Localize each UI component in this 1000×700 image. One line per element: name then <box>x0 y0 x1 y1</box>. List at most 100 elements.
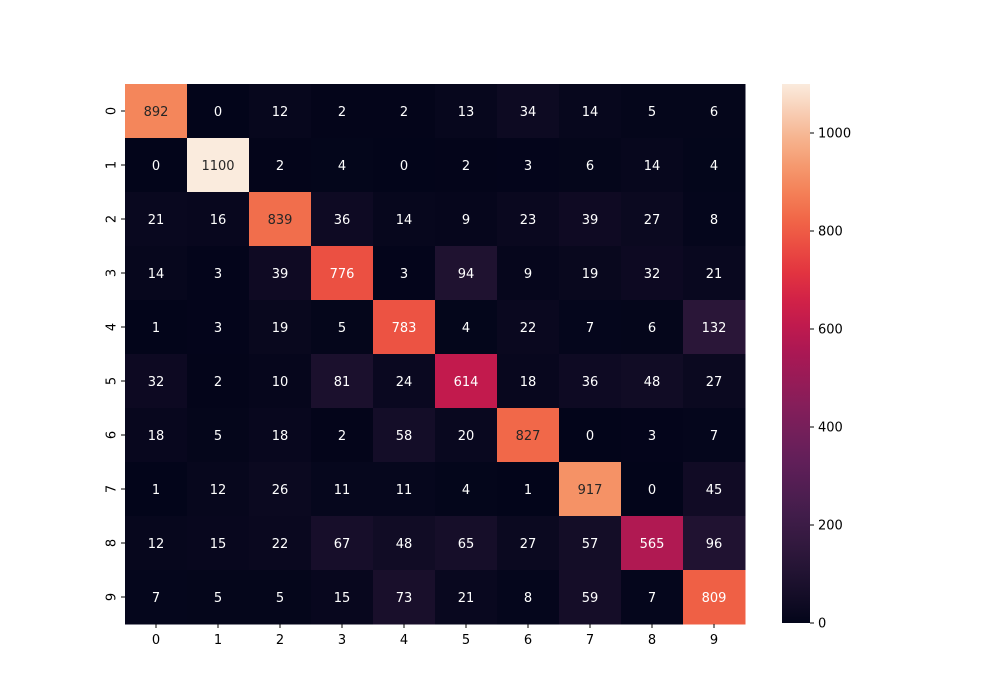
heatmap-cell-r5-c5 <box>435 354 498 409</box>
heatmap-cell-r2-c6 <box>497 192 560 247</box>
heatmap-cell-r5-c2 <box>249 354 312 409</box>
heatmap-cell-r6-c1 <box>187 408 250 463</box>
heatmap-cell-r7-c9 <box>683 462 746 517</box>
cell-value-r3-c3: 776 <box>330 267 355 282</box>
cell-value-r7-c6: 1 <box>524 483 532 498</box>
cell-value-r0-c6: 34 <box>520 105 537 120</box>
cell-value-r3-c9: 21 <box>706 267 723 282</box>
colorbar: 0 200 400 600 800 1000 <box>782 84 851 632</box>
cell-value-r7-c9: 45 <box>706 483 723 498</box>
heatmap-cell-r7-c2 <box>249 462 312 517</box>
cell-value-r1-c9: 4 <box>710 159 718 174</box>
x-tick-label-0: 0 <box>152 633 160 648</box>
x-tick-label-6: 6 <box>524 633 532 648</box>
cell-value-r8-c9: 96 <box>706 537 723 552</box>
cell-value-r7-c1: 12 <box>210 483 227 498</box>
cell-value-r7-c3: 11 <box>334 483 351 498</box>
cell-value-r8-c0: 12 <box>148 537 165 552</box>
cell-value-r8-c8: 565 <box>640 537 665 552</box>
colorbar-tick-label-0: 0 <box>818 617 826 632</box>
heatmap-cell-r6-c8 <box>621 408 684 463</box>
heatmap-cell-r7-c0 <box>125 462 188 517</box>
cell-value-r4-c0: 1 <box>152 321 160 336</box>
heatmap-cell-r9-c2 <box>249 570 312 625</box>
y-tick-label-5: 5 <box>105 377 120 385</box>
cell-value-r6-c2: 18 <box>272 429 289 444</box>
heatmap-cell-r9-c3 <box>311 570 374 625</box>
cell-value-r9-c9: 809 <box>702 591 727 606</box>
heatmap-cell-r8-c7 <box>559 516 622 571</box>
cell-value-r7-c4: 11 <box>396 483 413 498</box>
cell-value-r2-c3: 36 <box>334 213 351 228</box>
heatmap-cell-r8-c1 <box>187 516 250 571</box>
y-tick-label-0: 0 <box>105 107 120 115</box>
heatmap-cell-r9-c9 <box>683 570 746 625</box>
y-axis-ticks: 0 1 2 3 4 5 6 7 8 9 <box>105 107 125 601</box>
cell-value-r7-c7: 917 <box>578 483 603 498</box>
cell-value-r7-c8: 0 <box>648 483 656 498</box>
heatmap-cell-r5-c3 <box>311 354 374 409</box>
cell-value-r2-c0: 21 <box>148 213 165 228</box>
cell-value-r2-c7: 39 <box>582 213 599 228</box>
heatmap-cell-r8-c3 <box>311 516 374 571</box>
heatmap-cell-r0-c1 <box>187 84 250 139</box>
cell-value-r6-c5: 20 <box>458 429 475 444</box>
cell-value-r6-c3: 2 <box>338 429 346 444</box>
heatmap-cell-r1-c1 <box>187 138 250 193</box>
colorbar-tick-label-3: 600 <box>818 323 843 338</box>
cell-value-r3-c5: 94 <box>458 267 475 282</box>
heatmap-cell-r2-c4 <box>373 192 436 247</box>
cell-value-r4-c9: 132 <box>702 321 727 336</box>
heatmap-cell-r1-c2 <box>249 138 312 193</box>
heatmap-cell-r5-c8 <box>621 354 684 409</box>
heatmap-cell-r8-c0 <box>125 516 188 571</box>
cell-value-r5-c7: 36 <box>582 375 599 390</box>
cell-value-r7-c5: 4 <box>462 483 470 498</box>
heatmap-cell-r1-c8 <box>621 138 684 193</box>
cell-value-r5-c1: 2 <box>214 375 222 390</box>
cell-value-r4-c7: 7 <box>586 321 594 336</box>
heatmap-cell-r8-c6 <box>497 516 560 571</box>
cell-value-r6-c6: 827 <box>516 429 541 444</box>
heatmap-cell-r1-c7 <box>559 138 622 193</box>
heatmap-cell-r1-c5 <box>435 138 498 193</box>
x-tick-label-8: 8 <box>648 633 656 648</box>
cell-value-r3-c4: 3 <box>400 267 408 282</box>
heatmap-cell-r4-c9 <box>683 300 746 355</box>
heatmap-cell-r0-c3 <box>311 84 374 139</box>
cell-value-r1-c3: 4 <box>338 159 346 174</box>
cell-value-r6-c0: 18 <box>148 429 165 444</box>
heatmap-cell-r7-c5 <box>435 462 498 517</box>
x-tick-label-7: 7 <box>586 633 594 648</box>
cell-value-r0-c5: 13 <box>458 105 475 120</box>
cell-value-r1-c0: 0 <box>152 159 160 174</box>
heatmap-cell-r4-c5 <box>435 300 498 355</box>
cell-value-r8-c1: 15 <box>210 537 227 552</box>
cell-value-r1-c2: 2 <box>276 159 284 174</box>
heatmap-cell-r0-c9 <box>683 84 746 139</box>
cell-value-r2-c9: 8 <box>710 213 718 228</box>
heatmap-cell-r0-c0 <box>125 84 188 139</box>
heatmap-cell-r3-c6 <box>497 246 560 301</box>
heatmap-cell-r2-c7 <box>559 192 622 247</box>
cell-value-r1-c4: 0 <box>400 159 408 174</box>
cell-value-r9-c8: 7 <box>648 591 656 606</box>
cell-value-r9-c6: 8 <box>524 591 532 606</box>
heatmap-cell-r6-c0 <box>125 408 188 463</box>
y-tick-label-9: 9 <box>105 593 120 601</box>
heatmap-cell-r3-c0 <box>125 246 188 301</box>
x-tick-label-9: 9 <box>710 633 718 648</box>
heatmap-cell-r9-c1 <box>187 570 250 625</box>
cell-value-r4-c3: 5 <box>338 321 346 336</box>
cell-value-r6-c8: 3 <box>648 429 656 444</box>
heatmap-cell-r3-c7 <box>559 246 622 301</box>
heatmap-cell-r2-c8 <box>621 192 684 247</box>
heatmap-cell-r4-c7 <box>559 300 622 355</box>
heatmap-cell-r5-c1 <box>187 354 250 409</box>
cell-value-r9-c7: 59 <box>582 591 599 606</box>
colorbar-tick-label-1: 200 <box>818 519 843 534</box>
cell-value-r1-c1: 1100 <box>201 159 234 174</box>
cell-value-r7-c0: 1 <box>152 483 160 498</box>
cell-value-r5-c4: 24 <box>396 375 413 390</box>
heatmap-cell-r9-c7 <box>559 570 622 625</box>
